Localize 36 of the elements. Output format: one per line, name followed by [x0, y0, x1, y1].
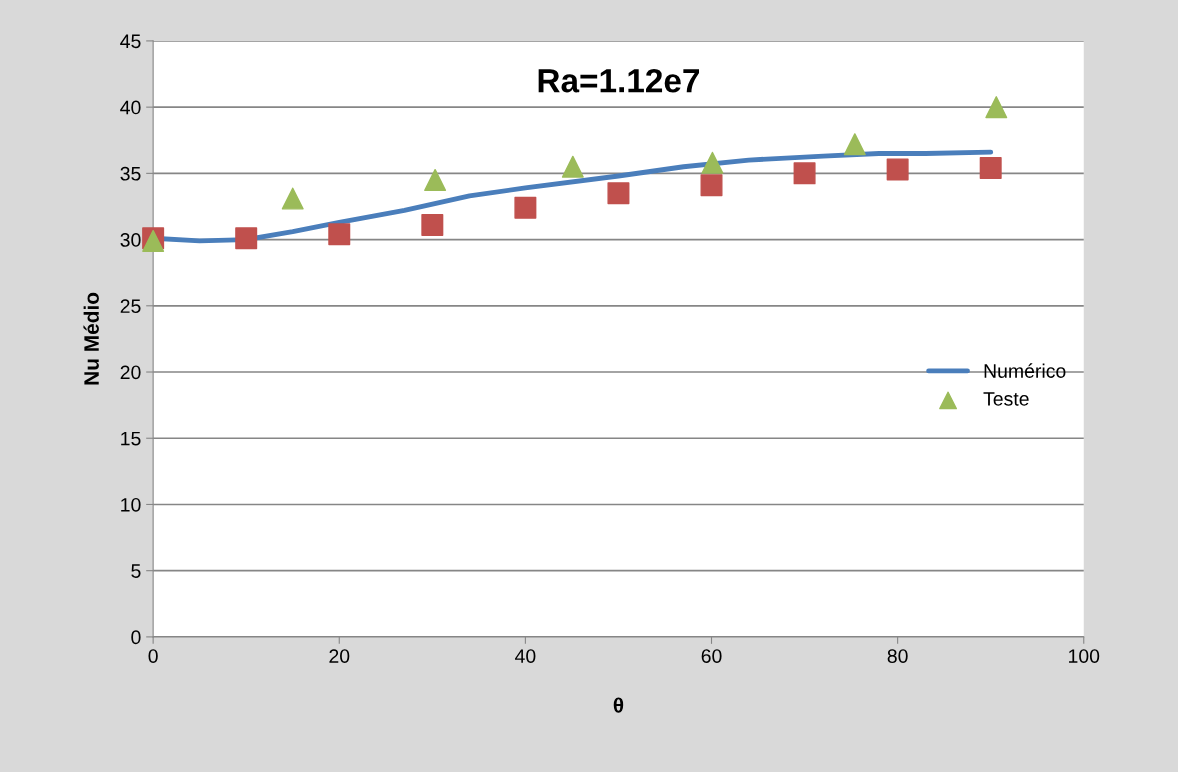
x-tick-label: 20 [329, 649, 350, 663]
y-axis-title: Nu Médio [83, 292, 99, 385]
y-tick-label: 10 [121, 497, 141, 512]
y-tick-label: 35 [120, 166, 141, 181]
point [424, 168, 447, 191]
point [985, 96, 1008, 119]
y-tick-label: 40 [120, 100, 141, 115]
point [561, 155, 584, 178]
point [886, 158, 909, 181]
y-tick-label: 25 [120, 299, 141, 314]
point [235, 227, 258, 250]
legend-label: Teste [983, 392, 1029, 406]
text: Ra=1.12e7 [538, 68, 699, 93]
point [793, 162, 816, 185]
y-tick-label: 45 [120, 34, 141, 49]
point [281, 187, 304, 210]
legend-label: Numérico [984, 363, 1066, 378]
point [607, 182, 630, 205]
x-tick-label: 100 [1069, 649, 1100, 663]
y-tick-label: 5 [131, 564, 141, 578]
x-axis-title: θ [613, 697, 624, 713]
point [979, 157, 1002, 180]
y-tick-label: 15 [121, 431, 141, 446]
point [700, 174, 723, 197]
point [328, 223, 351, 246]
x-tick-label: 40 [515, 649, 536, 663]
x-tick-label: 60 [701, 649, 722, 663]
x-tick-label: 80 [887, 649, 908, 663]
y-tick-label: 20 [120, 365, 141, 380]
point [701, 151, 724, 174]
point [514, 196, 537, 219]
point [843, 133, 866, 156]
x-tick-label: 0 [148, 649, 158, 663]
point [421, 214, 444, 237]
y-tick-label: 0 [131, 630, 141, 645]
y-tick-label: 30 [120, 233, 141, 247]
